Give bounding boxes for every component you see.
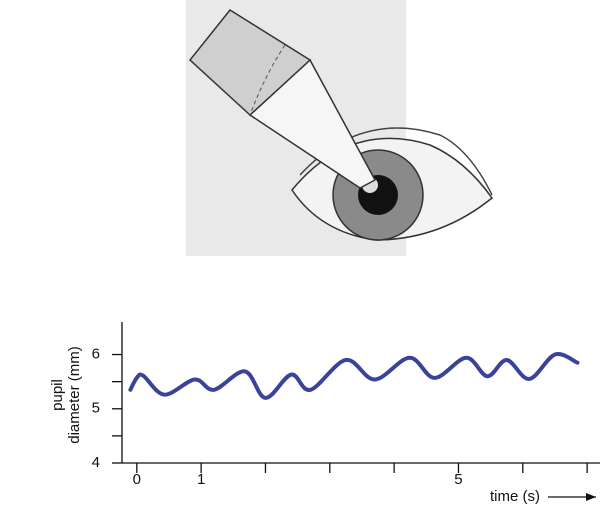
y-axis-label: pupil xyxy=(49,379,66,411)
chart: 4 5 6 0 1 5 pupil diameter (mm) time (s) xyxy=(49,322,600,505)
x-tick-label: 1 xyxy=(197,471,205,488)
data-line xyxy=(128,352,580,400)
y-axis-label: diameter (mm) xyxy=(66,346,83,444)
lamp-edge xyxy=(249,44,286,116)
y-tick-label: 4 xyxy=(92,454,100,471)
x-tick-label: 0 xyxy=(133,471,141,488)
eye-illustration xyxy=(186,0,494,256)
y-tick-label: 5 xyxy=(92,400,100,417)
time-arrowhead xyxy=(586,493,596,501)
x-axis-label: time (s) xyxy=(490,488,540,505)
y-tick-label: 6 xyxy=(92,346,100,363)
x-tick-label: 5 xyxy=(454,471,462,488)
